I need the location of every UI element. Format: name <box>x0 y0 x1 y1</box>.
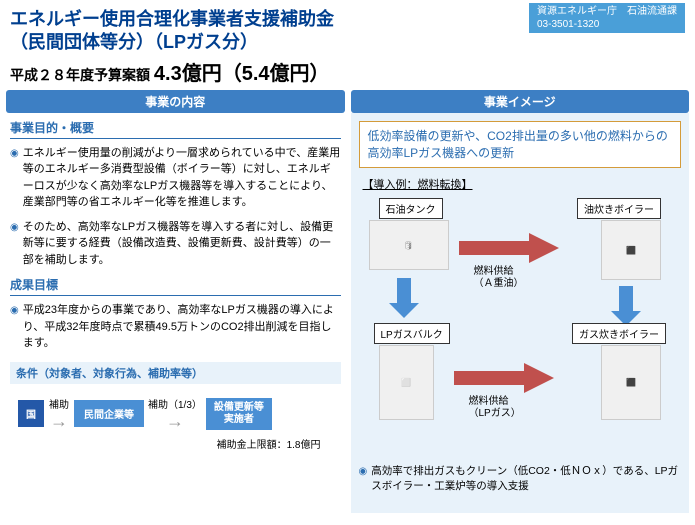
agency-phone: 03-3501-1320 <box>537 18 677 31</box>
flow-arrow-2: 補助（1/3） → <box>148 396 202 432</box>
right-column: 事業イメージ 低効率設備の更新や、CO2排出量の多い他の燃料からの高効率LPガス… <box>351 90 690 513</box>
budget-amount: 4.3億円（5.4億円） <box>154 63 330 85</box>
right-header: 事業イメージ <box>351 90 690 113</box>
agency-name: 資源エネルギー庁 石油流通課 <box>537 5 677 18</box>
highlight-box: 低効率設備の更新や、CO2排出量の多い他の燃料からの高効率LPガス機器への更新 <box>359 121 682 169</box>
arrow-right-icon: → <box>48 411 70 432</box>
purpose-bullet-2: そのため、高効率なLPガス機器等を導入する者に対し、設備更新等に要する経費（設備… <box>10 219 341 269</box>
supply-oil-label: 燃料供給 （Ａ重油） <box>474 266 524 290</box>
cap-note: 補助金上限額：1.8億円 <box>10 436 341 451</box>
conversion-diagram: 石油タンク 🛢 油炊きボイラー ⬛ 燃料供給 （Ａ重油） LPガスバルク <box>359 198 682 458</box>
conditions-header: 条件（対象者、対象行為、補助率等） <box>10 362 341 384</box>
main-title-line2: （民間団体等分）（LPガス分） <box>10 31 685 54</box>
budget-line: 平成２８年度予算案額 4.3億円（5.4億円） <box>10 57 685 86</box>
left-header: 事業の内容 <box>6 90 345 113</box>
lp-bulk-image: ⬜ <box>379 345 434 420</box>
bottom-bullet: 高効率で排出ガスもクリーン（低CO2・低ＮＯｘ）である、LPガスボイラー・工業炉… <box>359 464 682 493</box>
oil-boiler-label: 油炊きボイラー <box>577 198 661 219</box>
target-bullet-1: 平成23年度からの事業であり、高効率なLPガス機器の導入により、平成32年度時点… <box>10 302 341 352</box>
flow-private: 民間企業等 <box>74 400 144 427</box>
lp-bulk-label: LPガスバルク <box>374 323 450 344</box>
arrow-down-right <box>611 286 641 326</box>
columns: 事業の内容 事業目的・概要 エネルギー使用量の削減がより一層求められている中で、… <box>0 90 695 513</box>
agency-badge: 資源エネルギー庁 石油流通課 03-3501-1320 <box>529 3 685 33</box>
gas-boiler-image: ⬛ <box>601 345 661 420</box>
oil-tank-label: 石油タンク <box>379 198 443 219</box>
arrow-right-icon: → <box>164 411 186 432</box>
purpose-bullet-1: エネルギー使用量の削減がより一層求められている中で、産業用等のエネルギー多消費型… <box>10 145 341 211</box>
left-body: 事業目的・概要 エネルギー使用量の削減がより一層求められている中で、産業用等のエ… <box>6 113 345 457</box>
gas-boiler-label: ガス炊きボイラー <box>572 323 666 344</box>
left-column: 事業の内容 事業目的・概要 エネルギー使用量の削減がより一層求められている中で、… <box>6 90 345 513</box>
target-title: 成果目標 <box>10 276 341 296</box>
oil-tank-image: 🛢 <box>369 220 449 270</box>
subsidy-flow: 国 補助 → 民間企業等 補助（1/3） → 設備更新等 実施者 <box>18 396 341 432</box>
right-body: 低効率設備の更新や、CO2排出量の多い他の燃料からの高効率LPガス機器への更新 … <box>351 113 690 513</box>
flow-arrow-1: 補助 → <box>48 396 70 432</box>
arrow-supply-oil <box>459 233 559 263</box>
flow-implementer: 設備更新等 実施者 <box>206 398 272 430</box>
budget-prefix: 平成２８年度予算案額 <box>10 67 154 83</box>
purpose-title: 事業目的・概要 <box>10 119 341 139</box>
flow-nation: 国 <box>18 400 44 427</box>
supply-lp-label: 燃料供給 （LPガス） <box>469 396 521 420</box>
oil-boiler-image: ⬛ <box>601 220 661 280</box>
example-label: 【導入例：燃料転換】 <box>363 176 682 192</box>
arrow-down-left <box>389 278 419 318</box>
arrow-supply-lp <box>454 363 554 393</box>
